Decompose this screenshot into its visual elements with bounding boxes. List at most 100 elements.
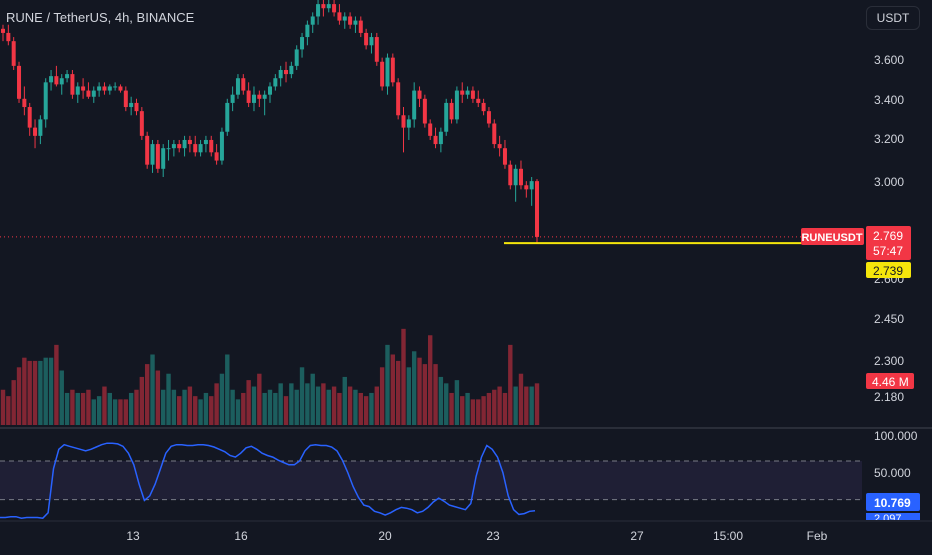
- candle-body: [107, 86, 112, 91]
- candle-body: [1, 28, 5, 33]
- volume-bar: [363, 396, 369, 425]
- rsi-line: [0, 442, 536, 519]
- volume-bar: [518, 373, 524, 425]
- candle-body: [129, 102, 134, 108]
- candle-body: [326, 4, 331, 9]
- volume-bar: [193, 396, 198, 425]
- time-axis[interactable]: 13 16 20 23 27 15:00 Feb: [126, 529, 827, 543]
- volume-bar: [342, 376, 347, 425]
- volume-bar: [476, 399, 481, 425]
- candle-body: [321, 4, 326, 9]
- candle-body: [294, 49, 299, 66]
- candle-body: [454, 90, 459, 120]
- candle-body: [348, 16, 353, 25]
- volume-bar: [6, 396, 11, 425]
- volume-tick: 2.300: [874, 354, 904, 368]
- volume-bar: [417, 357, 422, 425]
- volume-bar: [401, 328, 406, 425]
- time-tick: Feb: [807, 529, 828, 543]
- time-tick: 27: [630, 529, 644, 543]
- candle-body: [374, 37, 379, 62]
- volume-bar: [80, 392, 86, 425]
- volume-bar: [460, 396, 465, 425]
- volume-bar: [11, 380, 16, 425]
- volume-bar: [337, 392, 342, 425]
- candle-body: [449, 102, 454, 120]
- volume-bar: [230, 389, 235, 425]
- candle-body: [278, 69, 283, 79]
- candle-body: [369, 37, 374, 46]
- volume-bar: [38, 360, 43, 425]
- candle-body: [17, 65, 22, 99]
- candle-body: [513, 168, 518, 186]
- currency-selector-button[interactable]: USDT: [866, 6, 920, 30]
- candle-body: [412, 90, 417, 120]
- volume-bar: [198, 399, 203, 425]
- volume-bar: [150, 354, 155, 425]
- candle-body: [417, 90, 422, 99]
- candle-body: [342, 16, 347, 21]
- candle-body: [203, 139, 208, 145]
- volume-bar: [241, 392, 246, 425]
- candle-body: [225, 102, 230, 132]
- candle-body: [385, 57, 390, 87]
- time-tick: 23: [486, 529, 500, 543]
- candle-body: [406, 119, 411, 128]
- volume-bar: [481, 396, 486, 425]
- candle-body: [70, 74, 75, 95]
- volume-bar: [70, 389, 75, 425]
- candle-body: [492, 123, 497, 145]
- volume-axis[interactable]: 2.450 2.300 2.180: [874, 312, 904, 404]
- rsi-axis[interactable]: 100.000 50.000: [874, 429, 918, 480]
- volume-bar: [171, 389, 177, 425]
- volume-bar: [0, 389, 6, 425]
- candle-body: [508, 164, 513, 186]
- candle-body: [316, 4, 321, 17]
- candle-body: [86, 90, 91, 97]
- price-candles: [1, 0, 539, 243]
- volume-bar: [219, 373, 225, 425]
- candle-body: [364, 32, 369, 46]
- volume-bar: [428, 335, 433, 425]
- rsi-tick: 100.000: [874, 429, 918, 443]
- volume-bar: [347, 386, 353, 425]
- volume-bar: [273, 392, 278, 425]
- volume-bar: [438, 376, 444, 425]
- candle-body: [139, 111, 144, 136]
- volume-bar: [299, 367, 305, 425]
- price-tick: 3.000: [874, 175, 904, 189]
- time-tick: 13: [126, 529, 140, 543]
- candle-body: [268, 86, 272, 95]
- volume-bar: [513, 386, 518, 425]
- candle-body: [241, 78, 246, 91]
- volume-bar: [353, 389, 358, 425]
- volume-bar: [102, 386, 107, 425]
- volume-bar: [326, 389, 331, 425]
- volume-bar: [283, 396, 289, 425]
- volume-bar: [16, 367, 22, 425]
- chart-title: RUNE / TetherUS, 4h, BINANCE: [6, 10, 195, 25]
- volume-bar: [139, 376, 145, 425]
- volume-bar: [524, 386, 529, 425]
- volume-bar: [54, 344, 59, 425]
- candle-body: [118, 86, 123, 91]
- candle-body: [91, 90, 96, 97]
- volume-bar: [449, 392, 454, 425]
- candle-body: [102, 86, 107, 91]
- rsi-tick: 50.000: [874, 466, 911, 480]
- volume-bars: [0, 328, 540, 425]
- candle-body: [300, 37, 305, 50]
- candle-body: [529, 181, 534, 190]
- volume-bar: [214, 383, 219, 425]
- last-price-badge: 2.769 57:47: [866, 226, 911, 260]
- candle-body: [27, 107, 32, 128]
- volume-bar: [161, 389, 166, 425]
- candle-body: [6, 32, 11, 42]
- volume-bar: [209, 396, 214, 425]
- volume-bar: [112, 399, 118, 425]
- volume-bar: [534, 383, 540, 425]
- candle-body: [535, 181, 539, 237]
- volume-bar: [529, 386, 534, 425]
- volume-bar: [75, 392, 80, 425]
